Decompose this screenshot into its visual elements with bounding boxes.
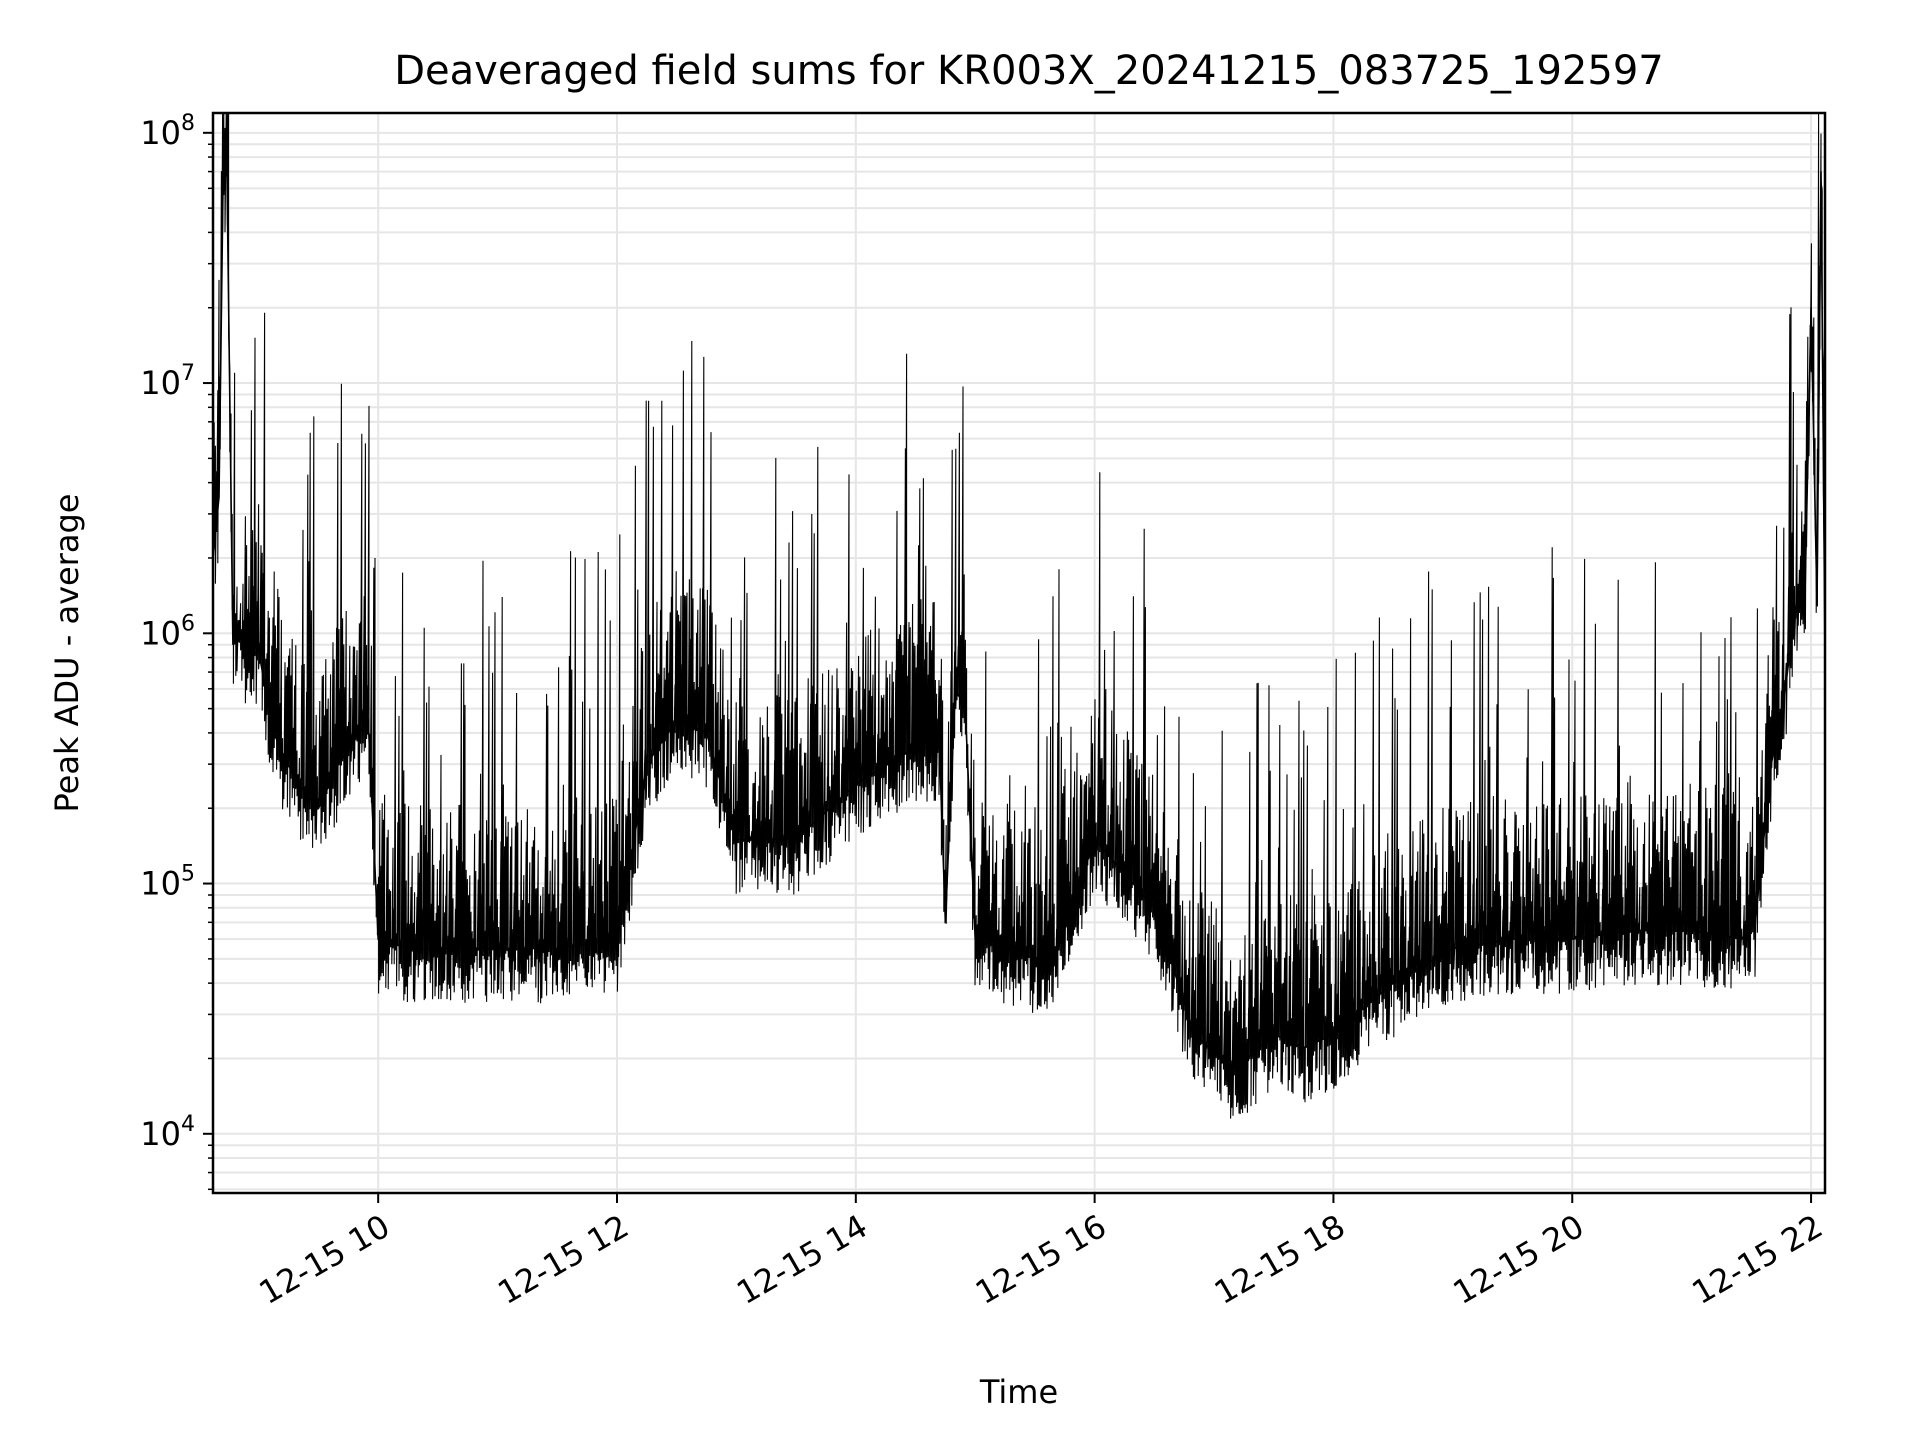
x-tick-label: 12-15 18 <box>1208 1207 1352 1312</box>
y-tick-label: 107 <box>140 361 195 402</box>
series-noise-trace <box>213 113 1825 1119</box>
x-tick-label: 12-15 22 <box>1685 1207 1829 1312</box>
x-tick-label: 12-15 12 <box>491 1207 635 1312</box>
grid <box>213 113 1825 1193</box>
series-noise-band <box>213 113 1825 1119</box>
x-tick-label: 12-15 20 <box>1447 1207 1591 1312</box>
x-tick-label: 12-15 14 <box>730 1207 874 1312</box>
y-axis-label: Peak ADU - average <box>48 494 86 813</box>
x-tick-label: 12-15 10 <box>253 1207 397 1312</box>
x-tick-label: 12-15 16 <box>969 1207 1113 1312</box>
series-line <box>213 168 1825 1071</box>
y-tick-label: 104 <box>140 1112 195 1153</box>
y-tick-label: 106 <box>140 611 195 652</box>
axis-ticks: 104 105 106 107 108 12-15 10 12-15 12 12-15 14 1… <box>140 111 1829 1312</box>
plot-frame <box>211 111 1827 1195</box>
y-tick-label: 108 <box>140 111 195 152</box>
x-axis-label: Time <box>979 1373 1058 1411</box>
chart-title: Deaveraged field sums for KR003X_2024121… <box>394 48 1663 94</box>
series-line-group <box>213 168 1825 1071</box>
y-tick-label: 105 <box>140 862 195 903</box>
